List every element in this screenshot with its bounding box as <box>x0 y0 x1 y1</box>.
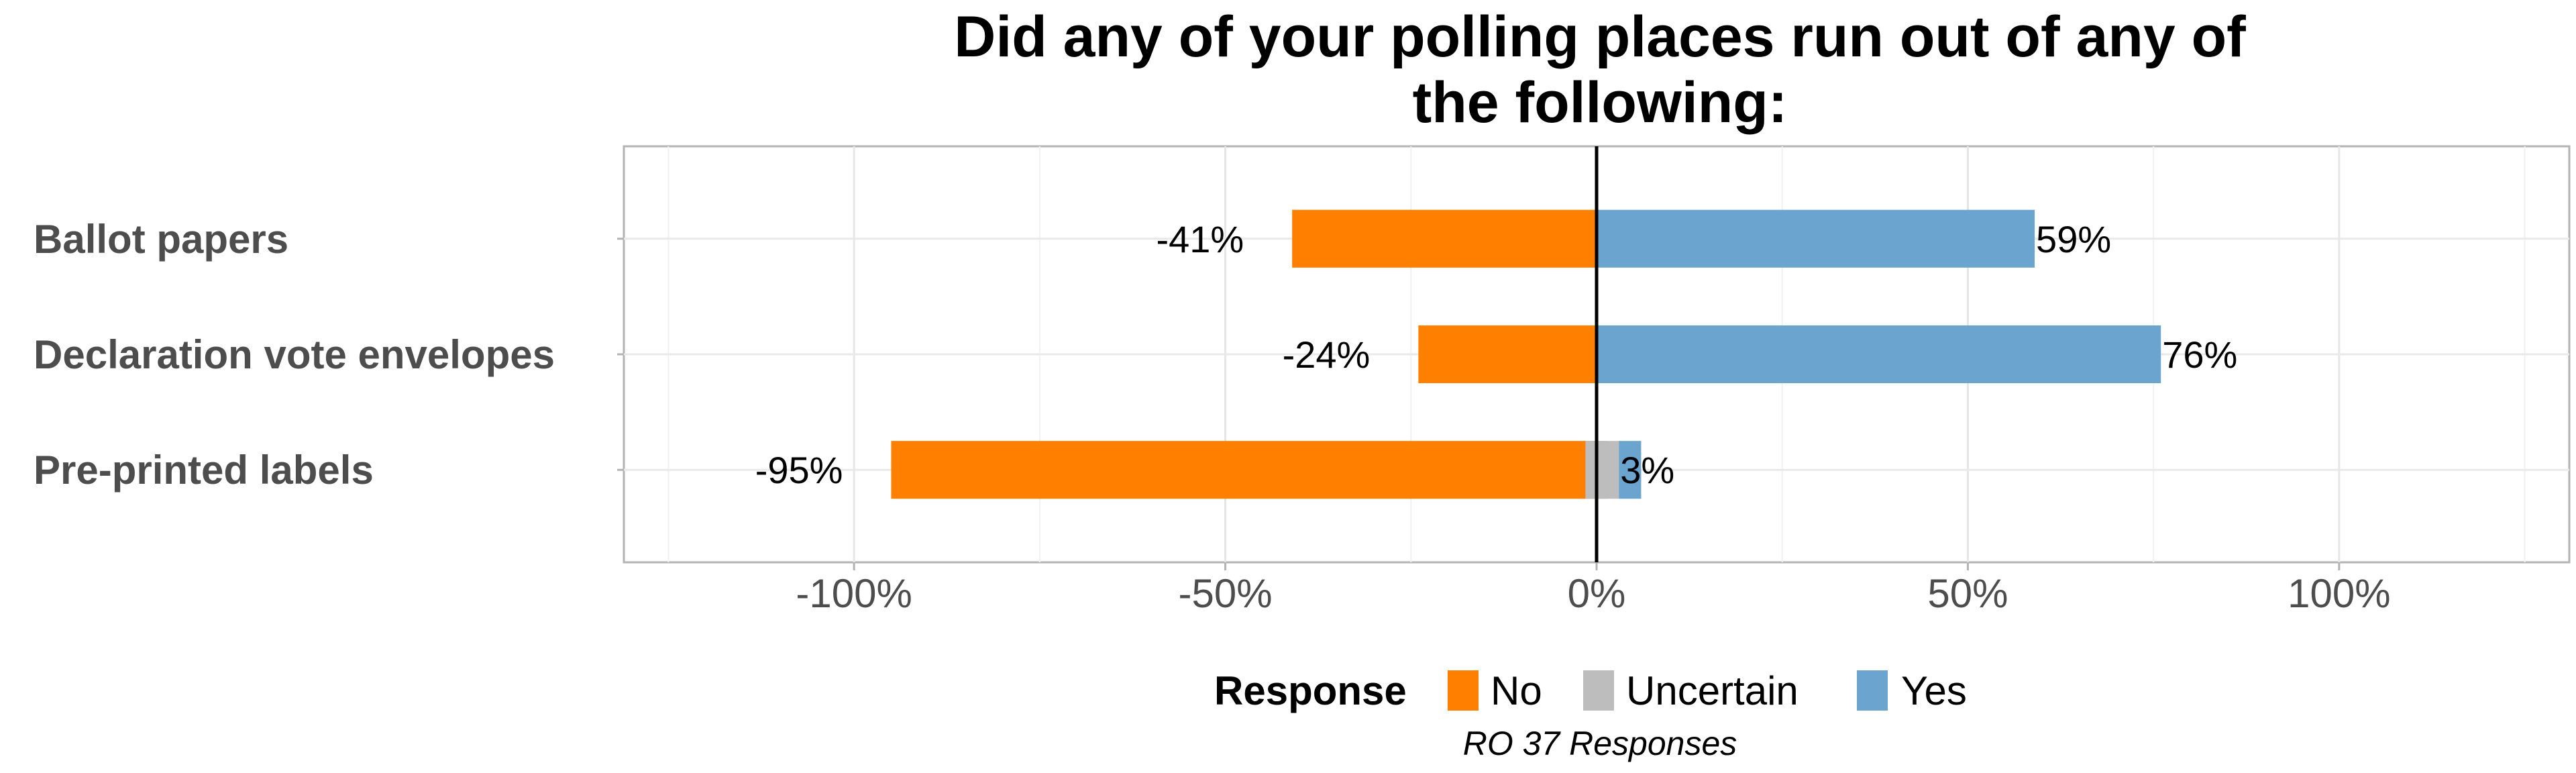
bar-no <box>1292 209 1597 268</box>
bar-yes <box>1597 209 2035 268</box>
legend-swatch-no <box>1448 670 1479 711</box>
chart-title-line-2: the following: <box>1413 70 1788 135</box>
x-axis: -100% -50% 0% 50% 100% <box>796 562 2391 616</box>
legend-label-yes: Yes <box>1901 668 1967 713</box>
data-label-no: -95% <box>755 449 843 491</box>
x-tick-label: -100% <box>796 571 912 616</box>
chart-title-line-1: Did any of your polling places run out o… <box>954 5 2246 69</box>
bar-yes <box>1619 441 1642 499</box>
bar-yes <box>1597 325 2161 384</box>
x-tick-label: -50% <box>1179 571 1273 616</box>
legend-swatch-yes <box>1857 670 1888 711</box>
legend-title: Response <box>1214 668 1407 713</box>
category-label: Declaration vote envelopes <box>34 332 555 377</box>
category-label: Ballot papers <box>34 217 288 262</box>
data-label-no: -24% <box>1283 333 1371 376</box>
data-label-no: -41% <box>1156 218 1244 260</box>
data-label-yes: 59% <box>2036 218 2111 260</box>
bar-no <box>1418 325 1597 384</box>
x-tick-label: 0% <box>1568 571 1626 616</box>
legend: Response No Uncertain Yes <box>1214 668 1967 713</box>
category-label: Pre-printed labels <box>34 448 374 493</box>
data-labels: -41% 59% -24% 76% -95% 3% <box>755 218 2238 491</box>
legend-label-uncertain: Uncertain <box>1626 668 1799 713</box>
bars <box>891 209 2161 499</box>
legend-swatch-uncertain <box>1583 670 1614 711</box>
data-label-yes: 76% <box>2162 333 2237 376</box>
x-tick-label: 100% <box>2288 571 2390 616</box>
chart-title: Did any of your polling places run out o… <box>954 5 2246 135</box>
bar-no <box>891 441 1597 499</box>
x-tick-label: 50% <box>1927 571 2008 616</box>
category-axis: Ballot papers Declaration vote envelopes P… <box>34 217 624 493</box>
legend-label-no: No <box>1491 668 1542 713</box>
caption: RO 37 Responses <box>1463 725 1737 762</box>
data-label-yes: 3% <box>1620 449 1674 491</box>
